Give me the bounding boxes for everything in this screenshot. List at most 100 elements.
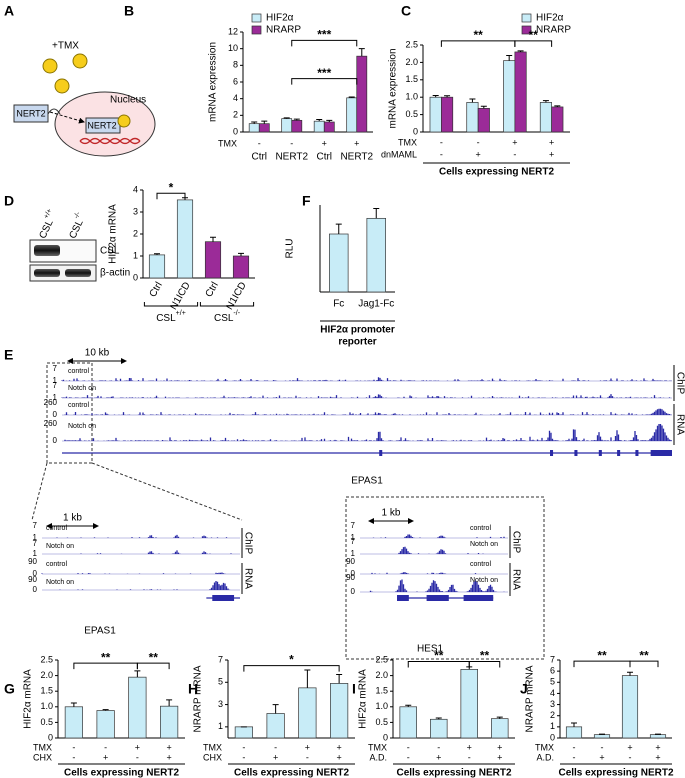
condition-value: - bbox=[242, 742, 245, 752]
track-signal bbox=[41, 572, 226, 574]
track-max: 90 bbox=[28, 557, 37, 566]
error-bar bbox=[210, 236, 216, 242]
condition-value: + bbox=[322, 138, 327, 148]
y-tick-label: 1 bbox=[218, 721, 223, 731]
significance-label: ** bbox=[597, 648, 607, 662]
y-tick-label: 4 bbox=[233, 93, 238, 103]
blot-row-label: CSL bbox=[100, 246, 120, 257]
bar bbox=[266, 713, 285, 739]
track-min: 1 bbox=[351, 549, 356, 558]
assay-label: ChIP bbox=[510, 531, 521, 554]
bar bbox=[176, 199, 194, 279]
gene-label: EPAS1 bbox=[351, 476, 383, 487]
y-tick-label: 2 bbox=[133, 228, 138, 238]
significance-label: ** bbox=[149, 650, 159, 664]
group-label: CSL-/- bbox=[214, 310, 241, 324]
track-min: 0 bbox=[53, 410, 58, 419]
y-tick-label: 0 bbox=[133, 272, 138, 282]
lane-name: CSL bbox=[37, 218, 55, 241]
x-axis-label: Cells expressing NERT2 bbox=[439, 167, 554, 178]
track-max: 7 bbox=[33, 539, 38, 548]
y-tick-label: 0 bbox=[48, 732, 53, 742]
condition-value: + bbox=[436, 752, 441, 762]
condition-value: - bbox=[629, 752, 632, 762]
significance-label: ** bbox=[529, 28, 539, 42]
error-bar bbox=[102, 709, 109, 711]
condition-value: - bbox=[468, 752, 471, 762]
y-axis-label: HIF2α mRNA bbox=[108, 204, 119, 264]
track-label: control bbox=[470, 525, 491, 532]
category-label: Ctrl bbox=[251, 152, 267, 163]
condition-value: - bbox=[258, 138, 261, 148]
x-axis-label: Cells expressing NERT2 bbox=[234, 768, 349, 778]
group-bracket bbox=[143, 302, 199, 307]
panel-label: H bbox=[188, 681, 198, 697]
error-bar bbox=[336, 673, 343, 684]
error-bar bbox=[480, 105, 487, 109]
scale-label: 1 kb bbox=[63, 513, 82, 524]
condition-value: + bbox=[354, 138, 359, 148]
y-tick-label: 1.5 bbox=[405, 74, 418, 84]
lane-genotype: -/- bbox=[73, 210, 82, 220]
bar bbox=[96, 710, 115, 739]
condition-value: + bbox=[475, 149, 480, 159]
y-tick-label: 6 bbox=[233, 76, 238, 86]
group-genotype: -/- bbox=[233, 310, 240, 317]
y-tick-label: 0 bbox=[233, 126, 238, 136]
bar bbox=[593, 734, 611, 739]
category-label: NERT2 bbox=[275, 152, 308, 163]
gene-exon bbox=[617, 450, 621, 456]
condition-name: TMX bbox=[368, 742, 387, 752]
category-label: Ctrl bbox=[148, 280, 165, 299]
y-tick-label: 2.0 bbox=[40, 670, 53, 680]
condition-value: - bbox=[573, 742, 576, 752]
category-label: Ctrl bbox=[204, 280, 221, 299]
condition-name: A.D. bbox=[369, 752, 387, 762]
y-tick-label: 7 bbox=[550, 654, 555, 664]
condition-value: + bbox=[599, 752, 604, 762]
significance-bracket bbox=[243, 665, 340, 672]
condition-value: + bbox=[549, 137, 554, 147]
gene-exon bbox=[598, 450, 602, 456]
zoom-guide bbox=[91, 462, 243, 521]
category-label: N1ICD bbox=[224, 280, 249, 311]
error-bar bbox=[293, 118, 300, 121]
track-max: 90 bbox=[346, 557, 355, 566]
significance-label: *** bbox=[317, 28, 331, 42]
significance-label: * bbox=[169, 180, 174, 194]
error-bar bbox=[599, 733, 605, 735]
bar bbox=[649, 734, 667, 739]
lane-label: CSL+/+ bbox=[35, 208, 60, 241]
blot-band bbox=[65, 269, 91, 277]
track-max: 260 bbox=[44, 398, 58, 407]
condition-value: + bbox=[655, 742, 660, 752]
panel-label: C bbox=[401, 3, 411, 19]
y-tick-label: 0 bbox=[550, 732, 555, 742]
track-min: 1 bbox=[33, 549, 38, 558]
track-label: control bbox=[470, 561, 491, 568]
significance-label: ** bbox=[639, 648, 649, 662]
track-signal bbox=[59, 581, 231, 590]
track-signal bbox=[56, 534, 228, 538]
error-bar bbox=[469, 98, 476, 103]
error-bar bbox=[272, 704, 279, 714]
condition-value: - bbox=[72, 742, 75, 752]
significance-bracket bbox=[514, 40, 553, 47]
condition-name: TMX bbox=[33, 742, 52, 752]
gene-exon bbox=[574, 450, 578, 456]
condition-value: - bbox=[513, 149, 516, 159]
error-bar bbox=[432, 94, 439, 98]
ligand bbox=[72, 53, 88, 69]
scale-label: 10 kb bbox=[85, 348, 110, 359]
error-bar bbox=[444, 95, 451, 98]
condition-value: - bbox=[440, 149, 443, 159]
bar bbox=[128, 676, 147, 739]
y-tick-label: 3 bbox=[133, 206, 138, 216]
y-tick-label: 1 bbox=[550, 721, 555, 731]
condition-name: CHX bbox=[203, 752, 222, 762]
error-bar bbox=[304, 669, 311, 688]
y-tick-label: 1 bbox=[133, 250, 138, 260]
zoom-guide bbox=[31, 462, 48, 521]
significance-bracket bbox=[468, 661, 501, 668]
legend-label: NRARP bbox=[266, 25, 301, 36]
